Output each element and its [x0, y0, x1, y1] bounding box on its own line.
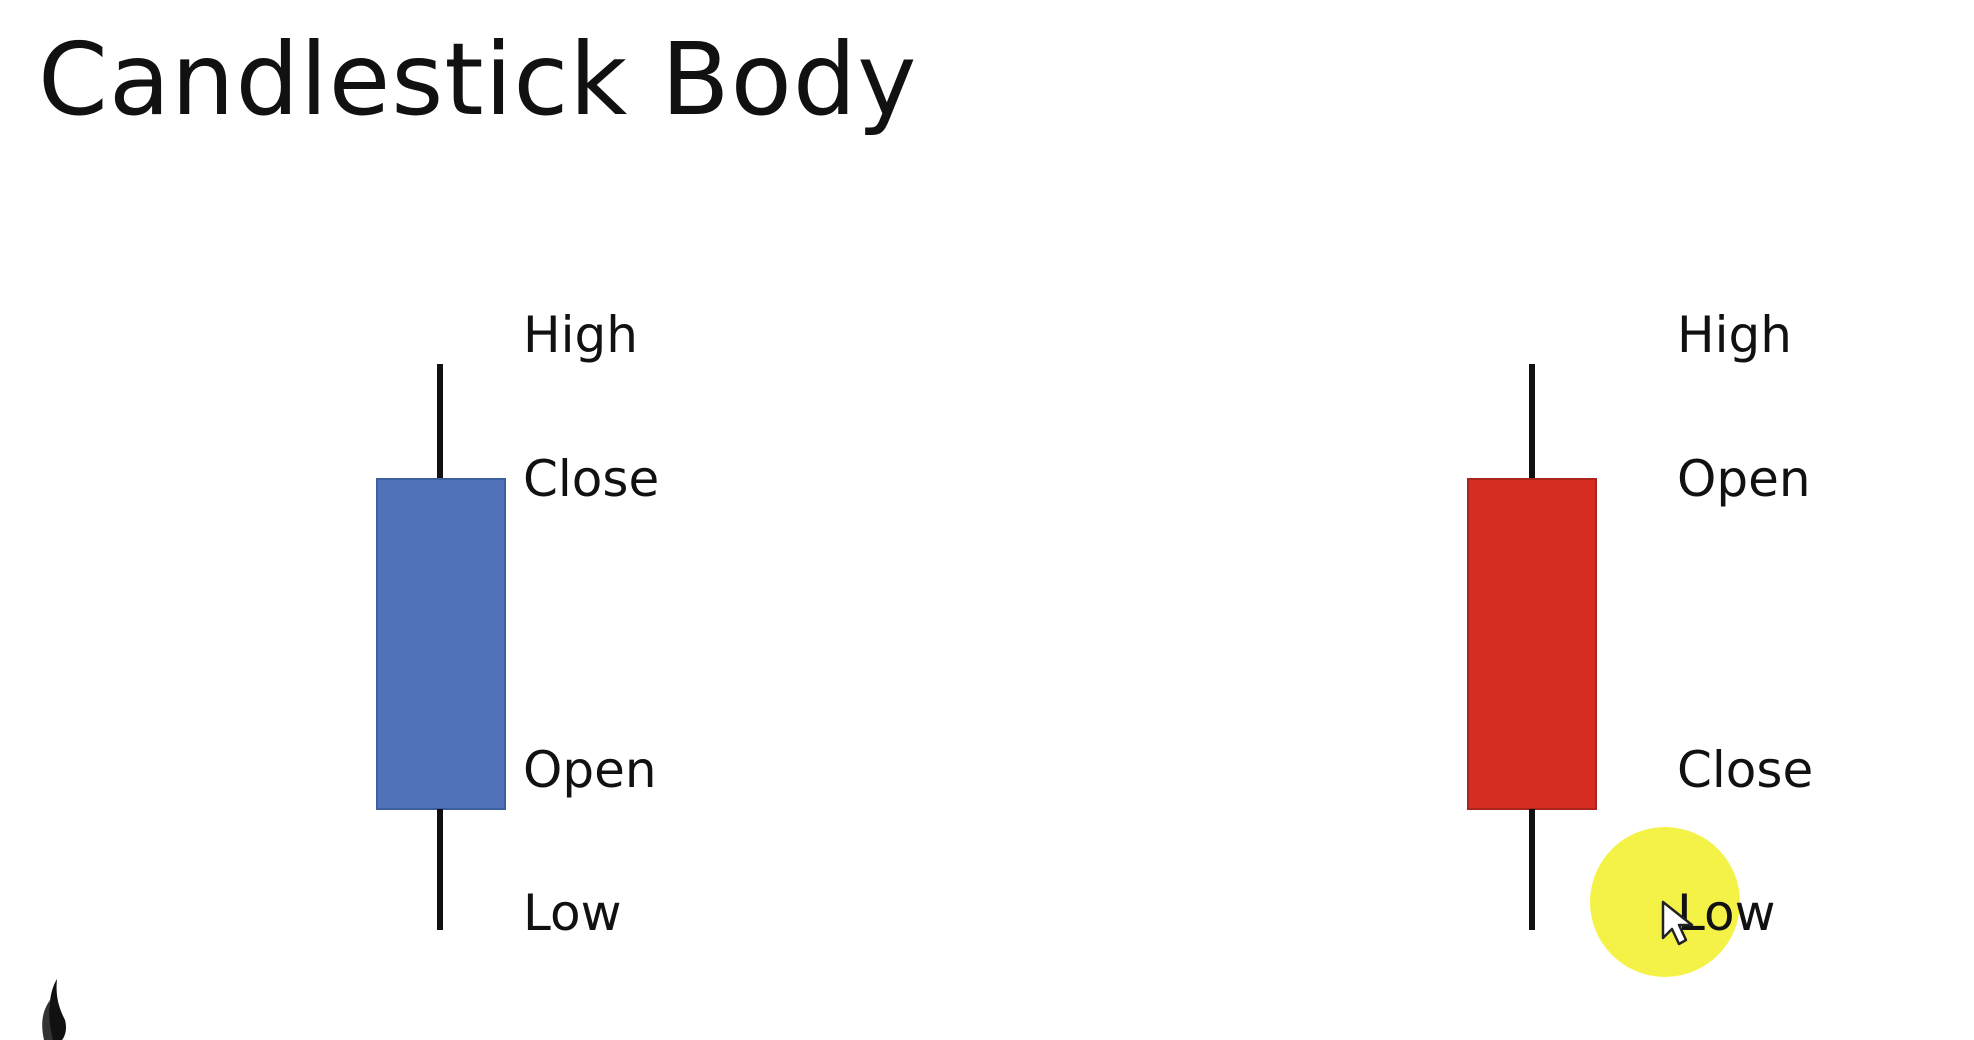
bearish-low-label: Low [1677, 884, 1775, 942]
bullish-low-label: Low [523, 884, 621, 942]
slide-title: Candlestick Body [38, 21, 918, 138]
bullish-body [376, 478, 506, 810]
bearish-open-label: Open [1677, 450, 1811, 508]
bearish-close-label: Close [1677, 741, 1813, 799]
bearish-body [1467, 478, 1597, 810]
bullish-candlestick: High Close Open Low [376, 306, 659, 942]
flame-logo-icon [42, 979, 66, 1040]
bullish-high-label: High [523, 306, 638, 364]
bullish-open-label: Open [523, 741, 657, 799]
bearish-candlestick: High Open Close Low [1467, 306, 1813, 977]
bullish-close-label: Close [523, 450, 659, 508]
mouse-pointer-icon [1661, 900, 1694, 946]
bearish-high-label: High [1677, 306, 1792, 364]
